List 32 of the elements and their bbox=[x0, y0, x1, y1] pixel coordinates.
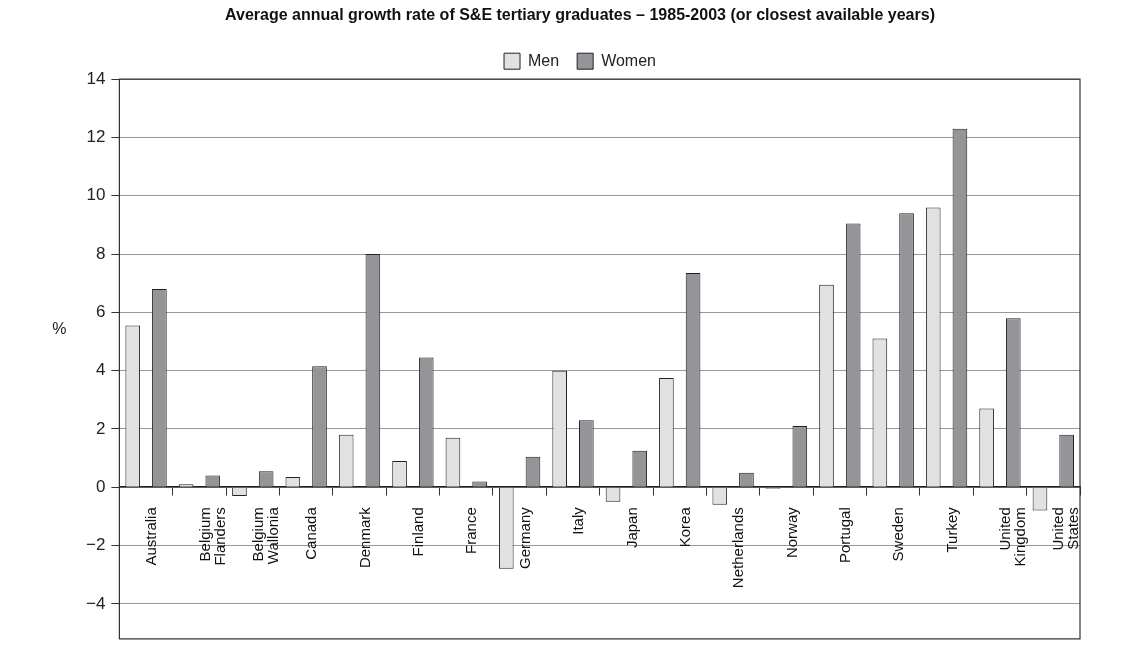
x-tick-label: Italy bbox=[569, 506, 587, 535]
y-tick-label: 10 bbox=[86, 185, 106, 205]
x-tick-label: Korea bbox=[675, 506, 693, 548]
y-tick-label: 4 bbox=[95, 360, 106, 380]
x-tick-label: Norway bbox=[782, 506, 800, 559]
y-axis-title: % bbox=[52, 320, 67, 338]
legend-label: Women bbox=[601, 51, 656, 69]
y-tick-label: −2 bbox=[85, 535, 106, 555]
y-tick-label: 0 bbox=[95, 476, 106, 496]
x-tick-label: France bbox=[462, 507, 480, 554]
x-tick-label: Germany bbox=[515, 506, 533, 569]
y-tick-label: −4 bbox=[85, 593, 106, 613]
x-tick-label: Turkey bbox=[942, 506, 960, 553]
x-tick-label: Belgium Wallonia bbox=[248, 506, 281, 565]
x-tick-label: Netherlands bbox=[729, 507, 747, 589]
y-tick-label: 14 bbox=[86, 68, 106, 88]
x-tick-label: Belgium Flanders bbox=[195, 507, 228, 566]
y-tick-label: 2 bbox=[95, 418, 106, 438]
x-tick-label: United Kingdom bbox=[996, 507, 1029, 567]
chart-title: Average annual growth rate of S&E tertiary graduates – 1985-2003 (or closest available years) bbox=[225, 6, 935, 24]
y-tick-label: 6 bbox=[95, 302, 106, 322]
x-tick-label: Sweden bbox=[889, 507, 907, 562]
legend-label: Men bbox=[528, 51, 560, 69]
y-tick-label: 8 bbox=[95, 243, 106, 263]
x-tick-label: Finland bbox=[409, 507, 427, 557]
x-tick-label: Australia bbox=[142, 506, 160, 566]
x-tick-label: Portugal bbox=[835, 507, 853, 564]
x-tick-label: Japan bbox=[622, 507, 640, 549]
x-tick-label: Denmark bbox=[355, 506, 373, 569]
y-tick-label: 12 bbox=[86, 127, 106, 147]
x-tick-label: Canada bbox=[302, 506, 320, 560]
x-tick-label: United States bbox=[1049, 507, 1082, 551]
